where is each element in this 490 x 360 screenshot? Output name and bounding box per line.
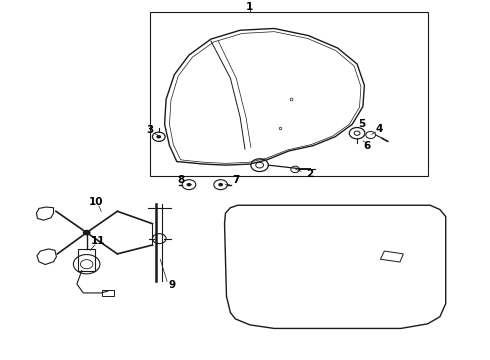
Text: 8: 8 [177, 175, 184, 185]
Text: 5: 5 [358, 119, 366, 129]
Text: 7: 7 [233, 175, 240, 185]
Circle shape [218, 183, 223, 186]
Bar [102, 291, 114, 296]
Text: 9: 9 [169, 280, 175, 290]
Text: 1: 1 [246, 2, 253, 12]
Text: 6: 6 [363, 141, 370, 151]
Circle shape [83, 230, 91, 235]
Text: 3: 3 [147, 125, 154, 135]
Bar [78, 249, 96, 271]
Text: 11: 11 [91, 237, 105, 247]
Circle shape [156, 135, 161, 139]
Circle shape [187, 183, 192, 186]
Text: 2: 2 [306, 169, 313, 179]
Text: 10: 10 [89, 197, 104, 207]
Text: 4: 4 [375, 123, 383, 134]
Bar [150, 13, 428, 176]
